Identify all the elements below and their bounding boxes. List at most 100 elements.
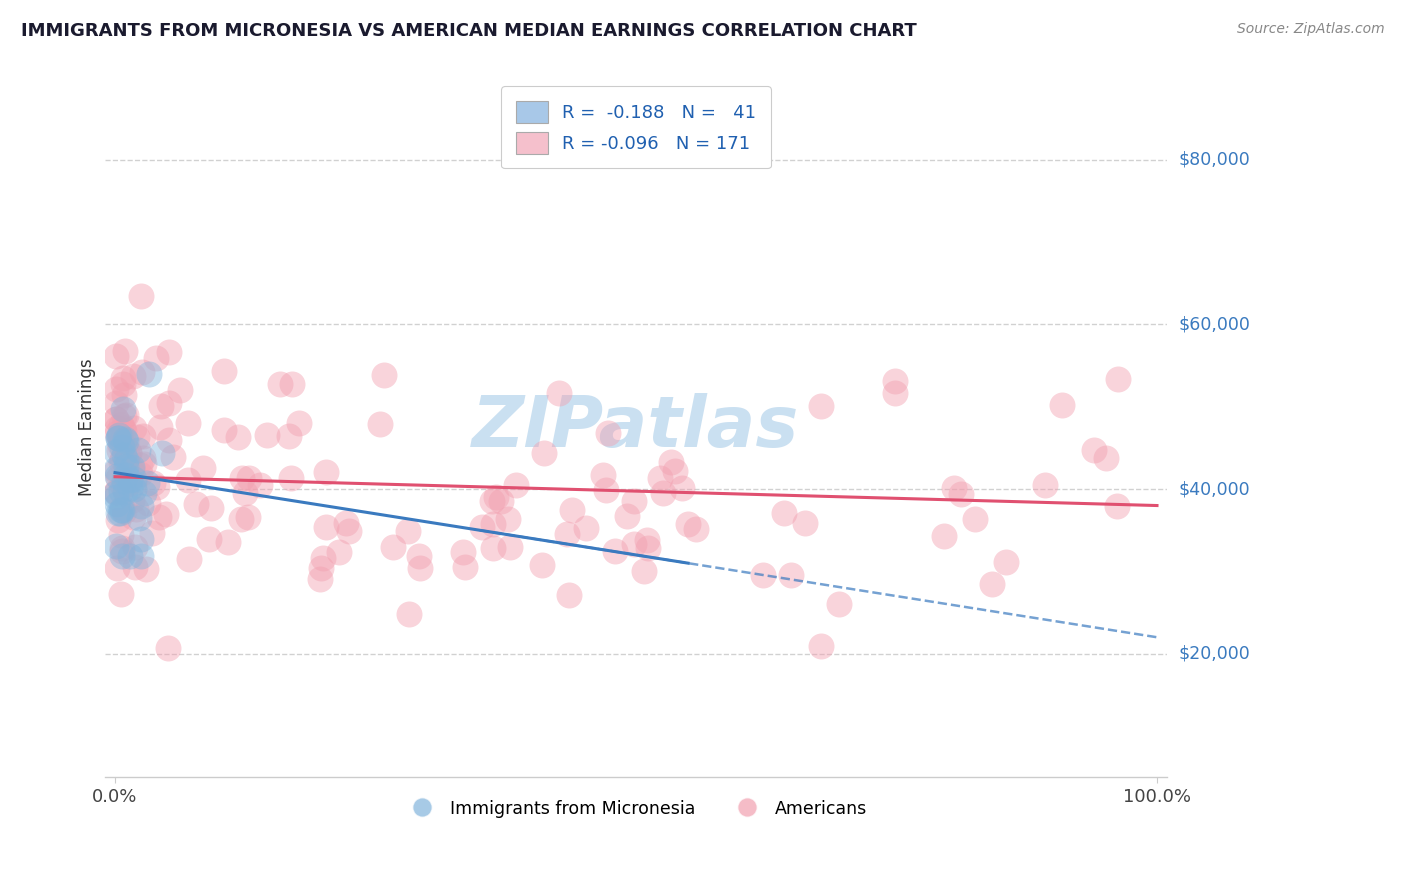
Point [121, 465, 143, 479]
Point [676, 517, 699, 532]
Point [122, 368, 145, 383]
Point [129, 467, 152, 481]
Point [186, 497, 208, 511]
Point [280, 376, 302, 391]
Point [115, 408, 138, 422]
Point [335, 516, 357, 531]
Point [110, 502, 132, 516]
Point [883, 374, 905, 388]
Point [134, 486, 156, 500]
Point [105, 484, 128, 499]
Point [288, 416, 311, 430]
Point [217, 534, 239, 549]
Point [124, 540, 146, 554]
Point [155, 507, 177, 521]
Point [105, 420, 128, 434]
Point [112, 425, 135, 439]
Point [381, 540, 404, 554]
Point [498, 512, 520, 526]
Point [661, 455, 683, 469]
Point [142, 476, 165, 491]
Point [531, 558, 554, 572]
Point [110, 503, 132, 517]
Point [214, 423, 236, 437]
Point [505, 478, 527, 492]
Point [124, 473, 146, 487]
Point [481, 494, 503, 508]
Point [105, 350, 128, 364]
Point [146, 480, 169, 494]
Point [256, 427, 278, 442]
Point [107, 443, 129, 458]
Point [633, 564, 655, 578]
Point [157, 345, 180, 359]
Point [118, 473, 141, 487]
Point [127, 430, 149, 444]
Point [118, 481, 141, 495]
Point [110, 528, 132, 542]
Point [963, 512, 986, 526]
Point [772, 507, 794, 521]
Point [141, 525, 163, 540]
Point [408, 549, 430, 564]
Point [105, 462, 128, 476]
Point [105, 561, 128, 575]
Point [107, 471, 129, 485]
Point [752, 568, 775, 582]
Point [150, 399, 173, 413]
Point [107, 513, 129, 527]
Point [575, 521, 598, 535]
Point [561, 502, 583, 516]
Point [499, 541, 522, 555]
Point [883, 386, 905, 401]
Point [117, 474, 139, 488]
Point [125, 501, 148, 516]
Point [278, 429, 301, 443]
Point [107, 428, 129, 442]
Point [637, 541, 659, 555]
Point [1107, 499, 1129, 513]
Point [685, 522, 707, 536]
Point [231, 512, 253, 526]
Point [943, 481, 966, 495]
Point [651, 486, 673, 500]
Point [107, 432, 129, 446]
Point [212, 363, 235, 377]
Point [149, 419, 172, 434]
Point [932, 529, 955, 543]
Point [1095, 450, 1118, 465]
Point [111, 440, 134, 454]
Point [108, 428, 131, 442]
Point [105, 497, 128, 511]
Point [489, 494, 512, 508]
Point [980, 576, 1002, 591]
Point [453, 559, 475, 574]
Point [191, 460, 214, 475]
Point [110, 484, 132, 499]
Point [112, 448, 135, 462]
Point [269, 377, 291, 392]
Point [308, 572, 330, 586]
Point [114, 432, 136, 446]
Point [162, 450, 184, 464]
Point [637, 533, 659, 547]
Point [107, 506, 129, 520]
Point [226, 430, 249, 444]
Point [110, 454, 132, 468]
Point [482, 516, 505, 531]
Point [177, 416, 200, 430]
Point [994, 555, 1017, 569]
Point [110, 434, 132, 448]
Point [949, 487, 972, 501]
Point [112, 370, 135, 384]
Point [118, 445, 141, 459]
Point [136, 496, 159, 510]
Point [231, 471, 253, 485]
Point [124, 421, 146, 435]
Point [238, 471, 260, 485]
Point [453, 544, 475, 558]
Point [177, 552, 200, 566]
Point [828, 597, 851, 611]
Point [127, 443, 149, 458]
Point [111, 480, 134, 494]
